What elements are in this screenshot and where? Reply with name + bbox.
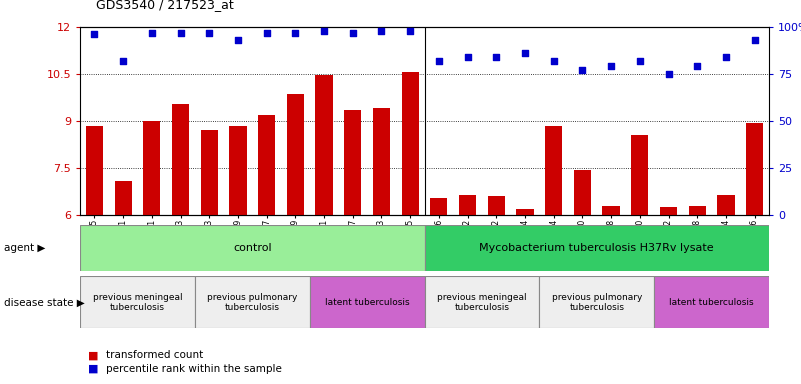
Bar: [539, 276, 654, 328]
Bar: [344, 110, 361, 215]
Point: [634, 58, 646, 64]
Bar: [425, 225, 769, 271]
Point: [289, 30, 302, 36]
Text: previous meningeal
tuberculosis: previous meningeal tuberculosis: [437, 293, 527, 312]
Text: ■: ■: [88, 350, 99, 360]
Text: ■: ■: [88, 364, 99, 374]
Bar: [430, 198, 448, 215]
Bar: [200, 131, 218, 215]
Point: [576, 67, 589, 73]
Bar: [195, 276, 310, 328]
Bar: [689, 206, 706, 215]
Point: [117, 58, 130, 64]
Point: [346, 30, 359, 36]
Point: [174, 30, 187, 36]
Point: [605, 63, 618, 70]
Text: GDS3540 / 217523_at: GDS3540 / 217523_at: [96, 0, 234, 12]
Point: [490, 54, 503, 60]
Bar: [631, 135, 648, 215]
Bar: [602, 206, 620, 215]
Text: latent tuberculosis: latent tuberculosis: [325, 298, 409, 307]
Point: [719, 54, 732, 60]
Point: [547, 58, 560, 64]
Text: previous meningeal
tuberculosis: previous meningeal tuberculosis: [93, 293, 183, 312]
Point: [404, 28, 417, 34]
Bar: [287, 94, 304, 215]
Point: [461, 54, 474, 60]
Text: disease state ▶: disease state ▶: [4, 297, 85, 308]
Point: [518, 50, 531, 56]
Bar: [372, 108, 390, 215]
Text: previous pulmonary
tuberculosis: previous pulmonary tuberculosis: [552, 293, 642, 312]
Point: [146, 30, 159, 36]
Bar: [229, 126, 247, 215]
Bar: [574, 170, 591, 215]
Bar: [143, 121, 160, 215]
Point: [231, 37, 244, 43]
Point: [260, 30, 273, 36]
Text: percentile rank within the sample: percentile rank within the sample: [106, 364, 282, 374]
Point: [88, 31, 101, 38]
Text: agent ▶: agent ▶: [4, 243, 46, 253]
Text: transformed count: transformed count: [106, 350, 203, 360]
Bar: [258, 115, 276, 215]
Point: [203, 30, 215, 36]
Bar: [316, 76, 332, 215]
Text: control: control: [233, 243, 272, 253]
Text: Mycobacterium tuberculosis H37Rv lysate: Mycobacterium tuberculosis H37Rv lysate: [480, 243, 714, 253]
Point: [748, 37, 761, 43]
Bar: [115, 180, 131, 215]
Text: latent tuberculosis: latent tuberculosis: [670, 298, 754, 307]
Bar: [746, 122, 763, 215]
Bar: [86, 126, 103, 215]
Bar: [425, 276, 539, 328]
Text: previous pulmonary
tuberculosis: previous pulmonary tuberculosis: [207, 293, 297, 312]
Point: [662, 71, 675, 77]
Bar: [488, 196, 505, 215]
Bar: [459, 195, 476, 215]
Bar: [654, 276, 769, 328]
Bar: [545, 126, 562, 215]
Bar: [660, 207, 677, 215]
Point: [433, 58, 445, 64]
Bar: [80, 225, 425, 271]
Bar: [80, 276, 195, 328]
Bar: [517, 209, 533, 215]
Bar: [172, 104, 189, 215]
Point: [375, 28, 388, 34]
Bar: [310, 276, 425, 328]
Point: [690, 63, 703, 70]
Point: [318, 28, 331, 34]
Bar: [717, 195, 735, 215]
Bar: [401, 72, 419, 215]
